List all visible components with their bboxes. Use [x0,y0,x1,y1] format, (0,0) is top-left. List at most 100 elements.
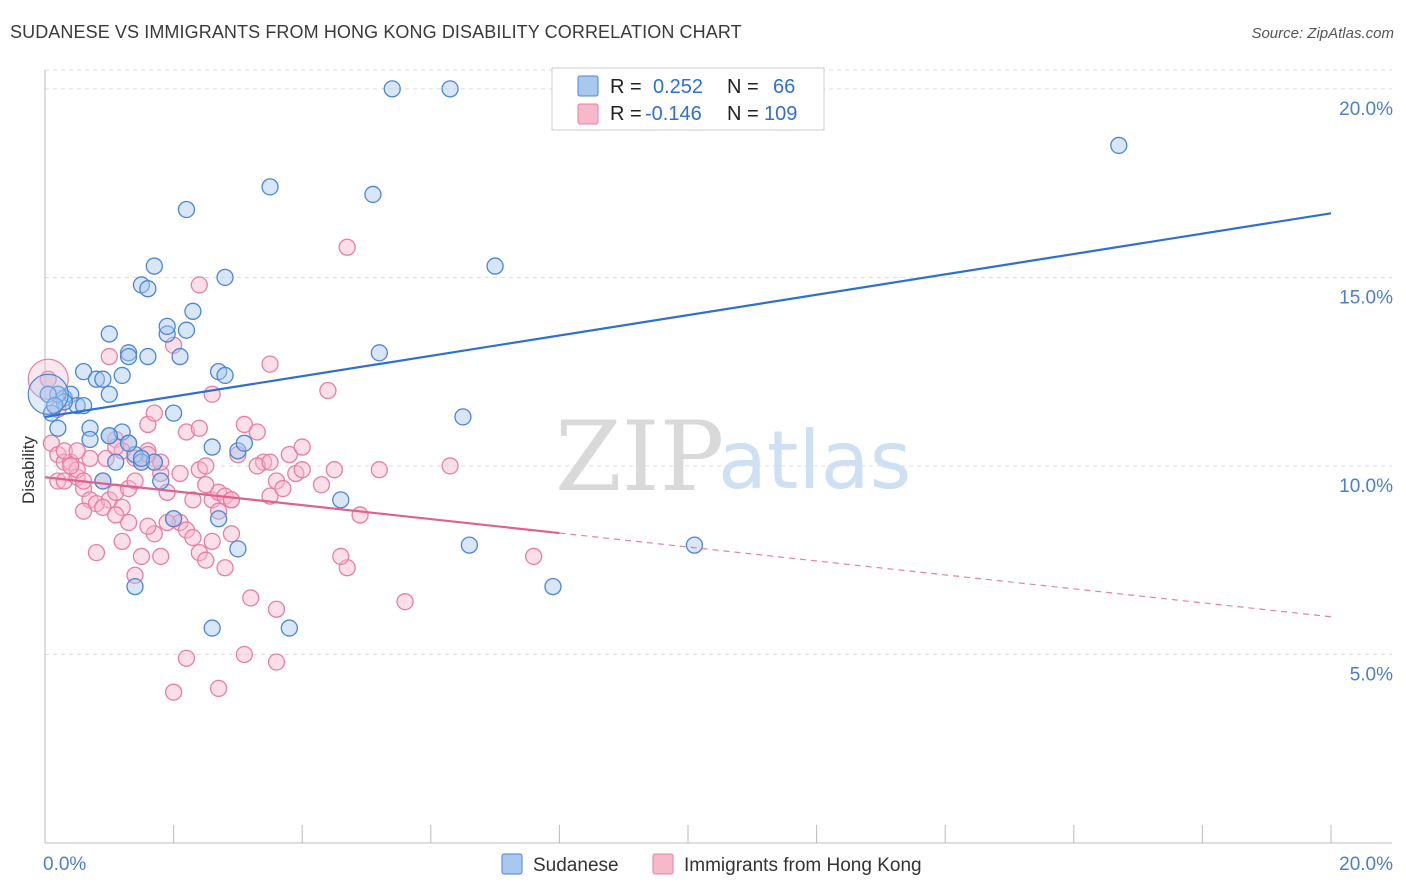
sudanese-point-46 [177,200,196,219]
hongkong-point-42 [325,461,344,479]
legend-swatch-hongkong [577,103,599,125]
sudanese-point-62 [113,366,131,385]
legend-bottom: Sudanese Immigrants from Hong Kong [501,853,922,876]
hongkong-point-66 [203,532,221,550]
sudanese-point-11 [81,430,99,449]
hongkong-point-70 [94,498,112,517]
hongkong-point-94 [197,476,215,494]
sudanese-point-16 [132,453,151,471]
y-tick-label-2: 15.0% [1339,287,1393,308]
legend-n-label-2: N = [727,103,759,125]
hongkong-point-51 [267,600,286,618]
hongkong-point-45 [332,547,350,566]
sudanese-point-33 [216,366,234,385]
legend-bottom-label-sudanese: Sudanese [533,855,619,876]
hongkong-point-72 [190,419,208,437]
legend-r-label-2: R = [610,103,642,125]
hongkong-point-103 [184,528,202,547]
chart-title: SUDANESE VS IMMIGRANTS FROM HONG KONG DI… [10,22,742,42]
x-tick-label-0: 0.0% [43,854,86,875]
sudanese-point-28 [158,317,176,336]
sudanese-point-43 [119,344,138,362]
hongkong-point-62 [152,547,170,566]
sudanese-point-59 [49,385,67,403]
watermark-zip: ZIP [555,401,724,513]
trend-lines [44,212,1332,618]
sudanese-point-57 [685,536,704,554]
hongkong-point-34 [248,423,266,441]
watermark: ZIP atlas [555,401,911,513]
hongkong-point-47 [441,457,459,475]
sudanese-point-18 [119,434,138,452]
sudanese-point-51 [486,257,504,275]
hongkong-point-104 [68,442,86,460]
hongkong-point-60 [87,544,106,562]
y-tick-label-3: 20.0% [1339,99,1393,120]
sudanese-point-64 [119,347,138,366]
hongkong-point-50 [242,589,260,607]
sudanese-point-24 [164,404,183,422]
trend-line-sudanese [44,212,1332,418]
sudanese-point-1 [49,419,67,437]
sudanese-point-37 [209,510,228,528]
hongkong-point-100 [100,347,118,366]
sudanese-point-20 [100,427,118,445]
hongkong-point-65 [216,559,234,577]
y-tick-label-1: 10.0% [1339,476,1393,497]
hongkong-point-86 [55,442,73,460]
hongkong-point-87 [62,457,80,475]
hongkong-point-75 [190,276,208,294]
sudanese-point-48 [364,185,382,204]
legend-n-value-2: 109 [764,103,797,125]
hongkong-point-67 [222,525,241,543]
sudanese-point-8 [94,370,112,388]
hongkong-point-92 [171,464,189,483]
sudanese-point-56 [544,577,562,596]
sudanese-point-14 [107,453,125,471]
legend-swatch-sudanese [577,75,599,97]
sudanese-point-26 [171,347,189,366]
hongkong-point-76 [261,355,279,373]
hongkong-point-80 [145,404,163,422]
sudanese-point-41 [126,577,144,596]
legend-bottom-swatch-hongkong [652,853,674,875]
hongkong-point-53 [267,653,286,671]
sudanese-point-17 [145,453,163,471]
sudanese-point-19 [94,472,112,490]
sudanese-point-54 [332,491,350,509]
axes [44,70,1392,844]
sudanese-point-35 [235,434,253,452]
hongkong-point-64 [197,551,215,569]
sudanese-point-9 [100,385,118,403]
sudanese-point-47 [261,178,279,196]
legend-n-label-1: N = [727,76,759,98]
legend-top: R = 0.252 N = 66 R = -0.146 N = 109 [551,67,825,131]
sudanese-point-40 [280,619,298,637]
sudanese-point-27 [177,321,196,339]
sudanese-point-58 [1110,136,1128,155]
hongkong-point-106 [126,472,144,490]
hongkong-point-77 [319,381,337,400]
watermark-atlas: atlas [718,414,911,507]
sudanese-point-29 [145,257,163,275]
legend-r-value-2: -0.146 [645,103,702,125]
hongkong-point-98 [274,479,292,498]
hongkong-point-96 [248,457,266,475]
sudanese-point-45 [139,280,157,298]
hongkong-point-95 [222,491,241,509]
sudanese-point-6 [74,363,93,381]
sudanese-point-42 [100,325,118,343]
sudanese-point-21 [132,449,151,468]
hongkong-point-38 [280,445,298,464]
hongkong-point-24 [177,423,196,441]
sudanese-point-52 [370,344,389,362]
legend-bottom-swatch-sudanese [501,853,523,875]
tick-labels: 5.0% 10.0% 15.0% 20.0% 0.0% 20.0% [43,99,1393,875]
hongkong-point-78 [338,238,356,256]
legend-n-value-1: 66 [773,76,795,98]
hongkong-point-59 [113,532,131,550]
sudanese-point-31 [216,268,234,287]
hongkong-point-56 [164,683,183,701]
legend-bottom-label-hongkong: Immigrants from Hong Kong [684,855,922,876]
